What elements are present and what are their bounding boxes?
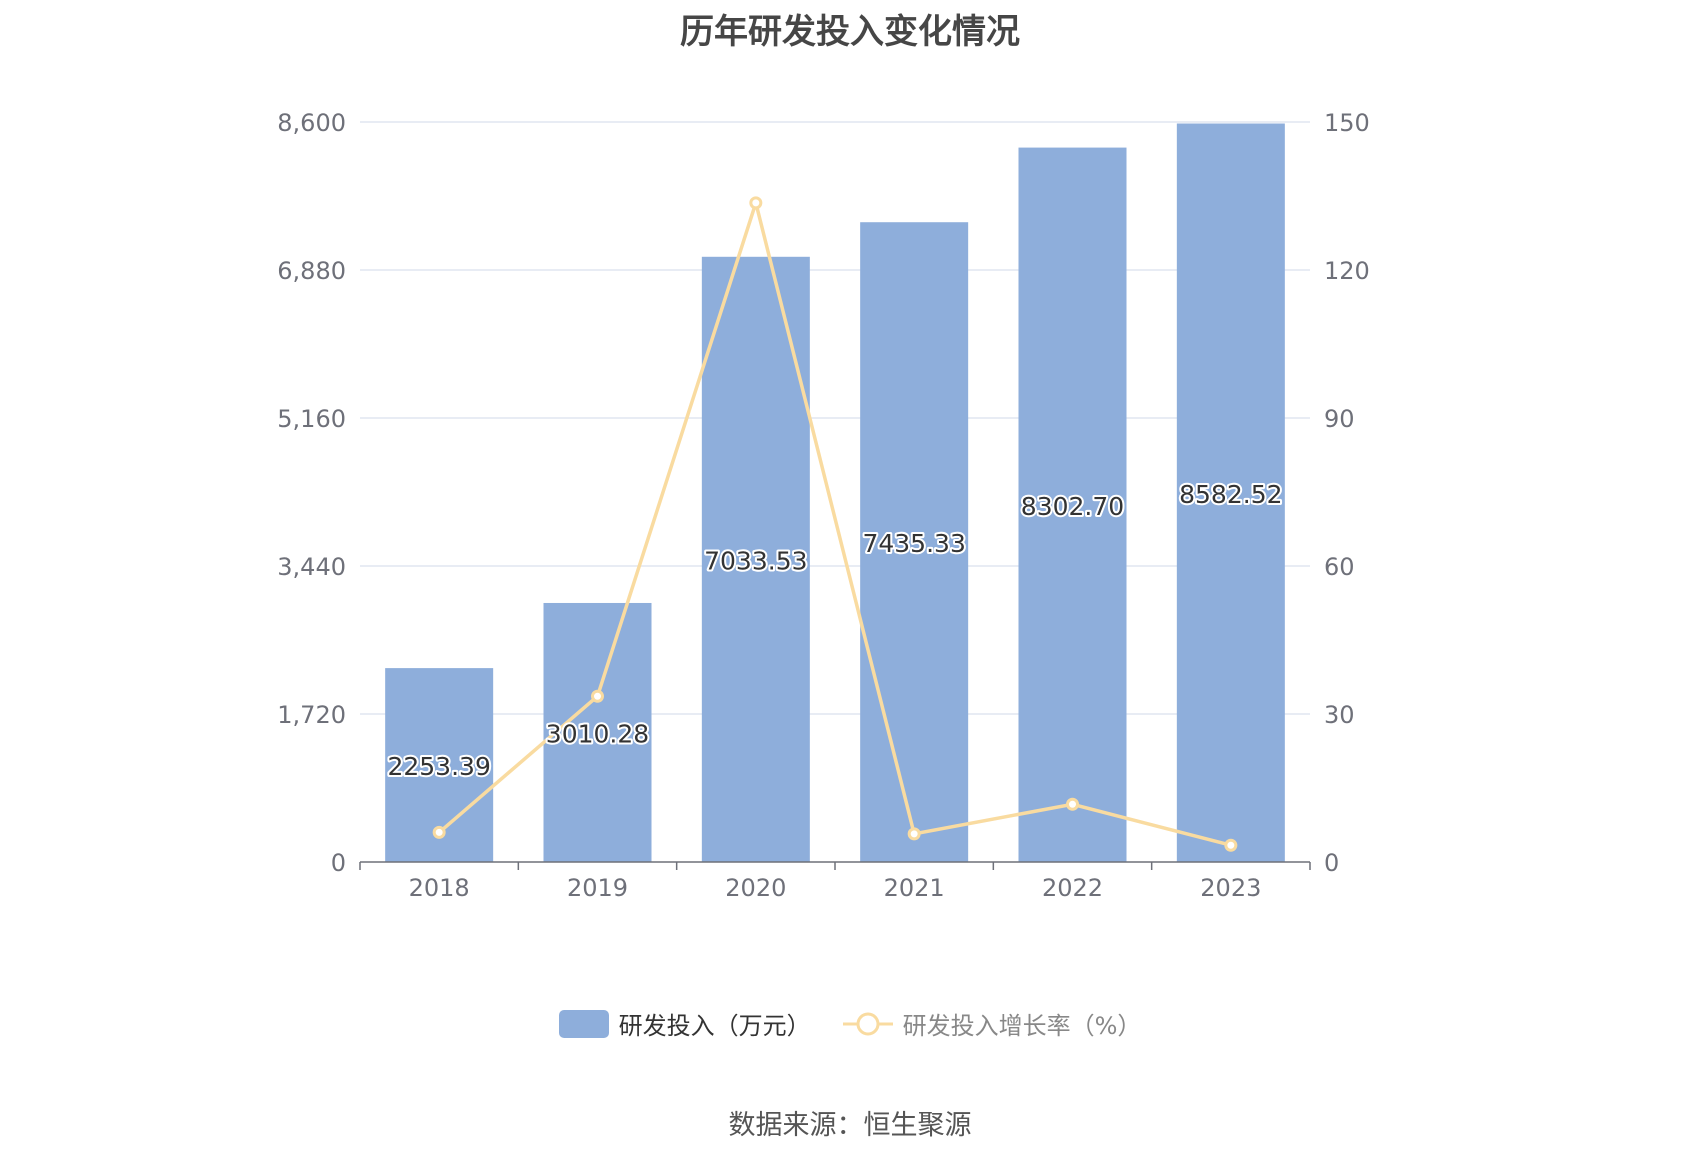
legend: 研发投入（万元） 研发投入增长率（%） <box>0 1006 1700 1041</box>
y-right-tick-label: 120 <box>1324 257 1370 285</box>
growth-point <box>591 689 604 703</box>
legend-label-bar: 研发投入（万元） <box>618 1012 811 1040</box>
y-right-tick-label: 30 <box>1324 701 1355 729</box>
growth-point <box>1224 838 1238 852</box>
bar-value-label: 2253.39 <box>387 752 490 781</box>
x-tick-label: 2021 <box>884 874 945 902</box>
growth-point <box>907 827 921 841</box>
legend-line-swatch <box>842 1012 893 1035</box>
source-note: 数据来源：恒生聚源 <box>728 1110 972 1141</box>
y-right-tick-label: 60 <box>1324 553 1355 581</box>
growth-point <box>1066 797 1079 811</box>
y-right-tick-label: 90 <box>1324 405 1355 433</box>
bar <box>701 256 810 862</box>
y-left-tick-label: 1,720 <box>277 701 346 729</box>
bar <box>860 222 969 862</box>
chart-title: 历年研发投入变化情况 <box>680 12 1020 52</box>
legend-label-line: 研发投入增长率（%） <box>902 1012 1142 1040</box>
growth-point <box>749 196 763 210</box>
legend-item-line[interactable]: 研发投入增长率（%） <box>842 1006 1142 1041</box>
y-left-tick-label: 0 <box>331 849 346 877</box>
growth-line <box>438 196 1232 847</box>
y-left-tick-label: 6,880 <box>277 257 346 285</box>
y-right-tick-label: 0 <box>1324 849 1339 877</box>
bar-value-label: 7435.33 <box>862 529 965 558</box>
legend-bar-swatch <box>558 1009 609 1038</box>
legend-item-bar[interactable]: 研发投入（万元） <box>558 1006 811 1041</box>
bar-value-label: 7033.53 <box>704 546 807 575</box>
x-tick-label: 2019 <box>567 874 628 902</box>
y-left-tick-label: 8,600 <box>277 109 346 137</box>
y-left-tick-label: 5,160 <box>277 405 346 433</box>
x-tick-label: 2020 <box>725 874 786 902</box>
bar-value-label: 8582.52 <box>1179 480 1282 509</box>
bar-value-label: 3010.28 <box>546 719 649 748</box>
growth-point <box>432 825 446 839</box>
bar-value-label: 8302.70 <box>1021 492 1124 521</box>
x-tick-label: 2018 <box>409 874 470 902</box>
y-right-tick-label: 150 <box>1324 109 1370 137</box>
x-tick-label: 2023 <box>1200 874 1261 902</box>
bar <box>543 602 652 862</box>
y-left-tick-label: 3,440 <box>277 553 346 581</box>
x-tick-label: 2022 <box>1042 874 1103 902</box>
bar <box>1176 123 1285 862</box>
bar <box>1018 147 1127 862</box>
